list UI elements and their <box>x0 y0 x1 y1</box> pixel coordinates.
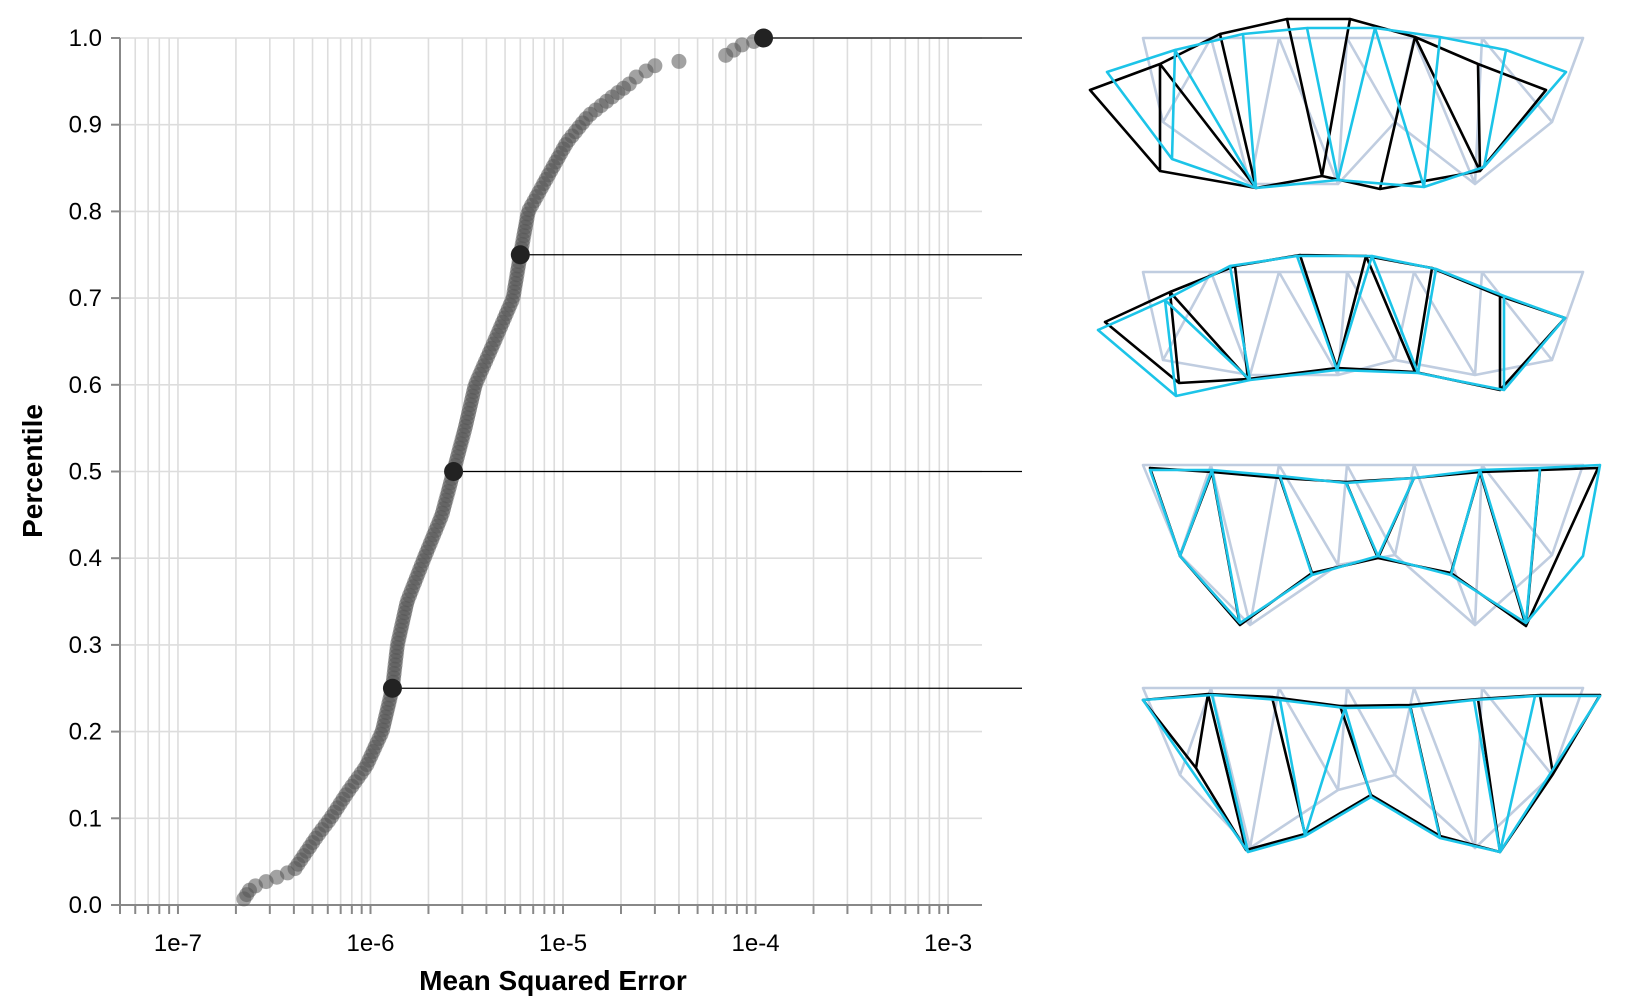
quantile-point <box>754 28 774 48</box>
y-tick-label: 0.6 <box>69 372 102 399</box>
y-tick-label: 0.1 <box>69 805 102 832</box>
reference-truss <box>1141 36 1585 186</box>
data-point <box>647 58 663 74</box>
predicted-truss <box>1141 693 1602 854</box>
x-axis-title: Mean Squared Error <box>419 965 687 996</box>
quantile-point <box>510 245 530 265</box>
x-tick-label: 1e-3 <box>924 930 972 957</box>
truss-illustrations <box>1088 17 1602 854</box>
predicted-truss <box>1096 254 1567 398</box>
x-tick-label: 1e-6 <box>346 930 394 957</box>
truss-diagram-4 <box>1141 686 1602 854</box>
y-tick-label: 0.5 <box>69 459 102 486</box>
predicted-truss <box>1105 26 1568 190</box>
x-tick-label: 1e-4 <box>732 930 780 957</box>
quantile-point <box>382 678 402 698</box>
axes: 0.0 0.1 0.2 0.3 0.4 0.5 0.6 0.7 0.8 0.9 1.0 1e-7 1e-… <box>69 25 982 957</box>
predicted-truss <box>1148 463 1602 625</box>
data-point <box>734 37 750 53</box>
truss-diagram-3 <box>1141 463 1602 628</box>
x-tick-label: 1e-7 <box>154 930 202 957</box>
y-tick-label: 0.8 <box>69 198 102 225</box>
y-tick-label: 1.0 <box>69 25 102 52</box>
truss-diagram-1 <box>1088 17 1585 191</box>
quantile-markers <box>382 28 774 698</box>
y-tick-label: 0.2 <box>69 719 102 746</box>
y-tick-label: 0.0 <box>69 892 102 919</box>
quantile-reference-lines <box>392 37 1022 689</box>
y-tick-label: 0.9 <box>69 112 102 139</box>
y-tick-label: 0.7 <box>69 285 102 312</box>
mse-percentile-chart: 0.0 0.1 0.2 0.3 0.4 0.5 0.6 0.7 0.8 0.9 1.0 1e-7 1e-… <box>17 25 1022 996</box>
y-tick-label: 0.3 <box>69 632 102 659</box>
data-points <box>236 33 762 907</box>
data-point <box>671 53 687 69</box>
quantile-point <box>444 462 464 481</box>
reference-truss <box>1141 463 1585 627</box>
x-tick-label: 1e-5 <box>539 930 587 957</box>
y-axis-title: Percentile <box>17 404 48 538</box>
y-tick-label: 0.4 <box>69 545 102 572</box>
truss-diagram-2 <box>1096 253 1585 398</box>
target-truss <box>1088 17 1548 191</box>
